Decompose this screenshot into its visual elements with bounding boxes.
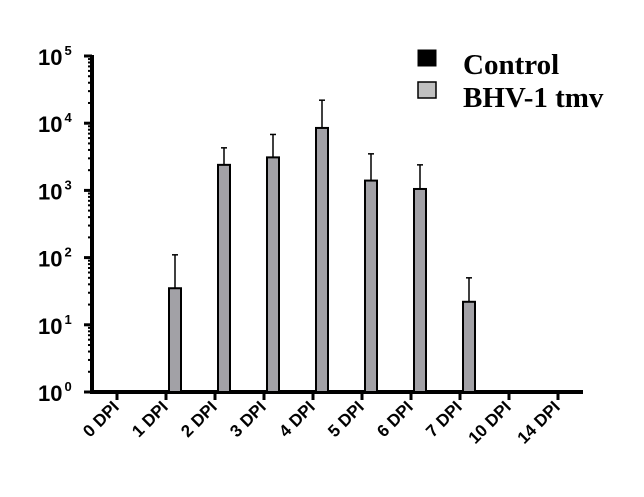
y-tick-base: 10: [38, 112, 62, 137]
x-tick-label: 7 DPI: [422, 397, 466, 441]
legend-swatch-control: [417, 49, 437, 67]
legend: Control BHV-1 tmv: [417, 49, 604, 114]
y-tick-base: 10: [38, 45, 62, 70]
x-tick-label: 6 DPI: [373, 397, 417, 441]
y-tick-base: 10: [38, 179, 62, 204]
bars: [168, 99, 476, 393]
y-tick-label: 10 0: [38, 379, 72, 406]
y-tick-exponent: 0: [64, 379, 71, 394]
x-axis: 0 DPI 1 DPI 2 DPI 3 DPI 4 DPI 5 DPI 6 DPI 7 DPI…: [79, 390, 583, 448]
y-tick-label: 10 5: [38, 43, 72, 70]
x-tick-label: 3 DPI: [226, 397, 270, 441]
legend-label-control: Control: [463, 49, 559, 81]
y-tick-exponent: 5: [64, 43, 71, 58]
y-tick-exponent: 4: [64, 110, 72, 125]
x-tick-label: 0 DPI: [79, 397, 123, 441]
legend-label-bhv1: BHV-1 tmv: [463, 82, 604, 114]
y-tick-base: 10: [38, 381, 62, 406]
y-tick-exponent: 2: [64, 245, 71, 260]
y-tick-label: 10 2: [38, 245, 72, 272]
bar-3-dpi: [266, 156, 280, 393]
y-tick-label: 10 4: [38, 110, 72, 137]
x-tick-label: 4 DPI: [275, 397, 319, 441]
bar-2-dpi: [217, 163, 231, 393]
legend-swatch-bhv1: [417, 81, 437, 99]
x-tick-label: 1 DPI: [128, 397, 172, 441]
bar-6-dpi: [413, 187, 427, 393]
y-tick-base: 10: [38, 247, 62, 272]
y-tick-label: 10 3: [38, 177, 72, 204]
bar-4-dpi: [315, 126, 329, 393]
y-tick-exponent: 3: [64, 177, 71, 192]
x-tick-label: 10 DPI: [465, 397, 515, 447]
bar-5-dpi: [364, 179, 378, 393]
y-tick-base: 10: [38, 314, 62, 339]
x-tick-label: 2 DPI: [177, 397, 221, 441]
y-tick-label: 10 1: [38, 312, 72, 339]
bar-7-dpi: [462, 300, 476, 393]
x-tick-label: 14 DPI: [514, 397, 564, 447]
y-tick-exponent: 1: [64, 312, 71, 327]
x-tick-label: 5 DPI: [324, 397, 368, 441]
bar-1-dpi: [168, 287, 182, 393]
